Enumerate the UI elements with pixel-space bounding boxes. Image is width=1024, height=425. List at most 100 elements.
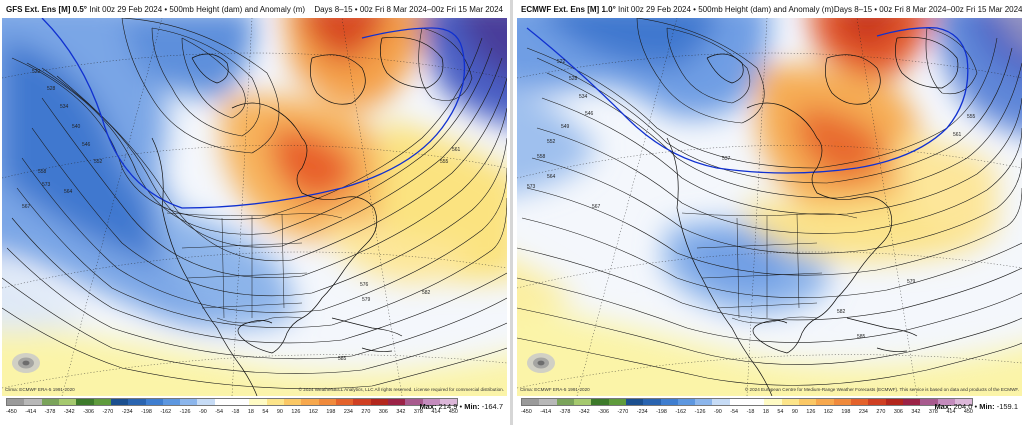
colorbar-tick-label: 414 xyxy=(946,409,956,415)
ecmwf-colorbar xyxy=(521,398,973,406)
gfs-credit-right: © 2024 WeatherBELL Analytics, LLC All ri… xyxy=(298,387,504,392)
ecmwf-min-value: -159.1 xyxy=(996,402,1018,411)
colorbar-tick-label: 54 xyxy=(262,409,269,415)
colorbar-tick-label: 414 xyxy=(431,409,441,415)
colorbar-tick-label: 342 xyxy=(911,409,921,415)
svg-text:582: 582 xyxy=(837,309,846,315)
colorbar-tick-label: -90 xyxy=(713,409,722,415)
colorbar-tick-label: 378 xyxy=(413,409,423,415)
colorbar-swatch xyxy=(422,399,440,405)
colorbar-swatch xyxy=(214,399,233,405)
colorbar-swatch xyxy=(439,399,458,405)
ecmwf-header: ECMWF Ext. Ens [M] 1.0° Init 00z 29 Feb … xyxy=(517,0,1022,18)
svg-text:546: 546 xyxy=(82,142,91,148)
svg-text:555: 555 xyxy=(440,159,449,165)
svg-text:567: 567 xyxy=(592,204,601,210)
colorbar-tick-label: 90 xyxy=(276,409,283,415)
gfs-title: GFS Ext. Ens [M] 0.5° xyxy=(6,4,87,14)
colorbar-swatch xyxy=(353,399,371,405)
colorbar-tick-label: -162 xyxy=(675,409,687,415)
colorbar-swatch xyxy=(197,399,215,405)
gfs-max-label: Max: xyxy=(419,402,437,411)
colorbar-swatch xyxy=(920,399,938,405)
colorbar-swatch xyxy=(93,399,111,405)
gfs-min-value: -164.7 xyxy=(481,402,503,411)
colorbar-tick-label: -234 xyxy=(121,409,133,415)
colorbar-swatch xyxy=(902,399,921,405)
colorbar-tick-label: 234 xyxy=(343,409,353,415)
colorbar-tick-label: 54 xyxy=(777,409,784,415)
ecmwf-title: ECMWF Ext. Ens [M] 1.0° xyxy=(521,4,616,14)
colorbar-tick-label: -198 xyxy=(656,409,667,415)
colorbar-tick-label: -90 xyxy=(198,409,207,415)
ecmwf-min-label: Min: xyxy=(979,402,995,411)
svg-text:561: 561 xyxy=(452,147,461,153)
gfs-colorbar xyxy=(6,398,458,406)
ecmwf-trough-contour xyxy=(526,27,969,174)
svg-text:564: 564 xyxy=(64,189,73,195)
colorbar-swatch xyxy=(747,399,765,405)
colorbar-swatch xyxy=(162,399,181,405)
colorbar-tick-label: 162 xyxy=(308,409,318,415)
ecmwf-credit-right: © 2024 European Centre for Medium-Range … xyxy=(744,387,1019,392)
colorbar-tick-label: 18 xyxy=(762,409,769,415)
colorbar-tick-label: 270 xyxy=(876,409,886,415)
colorbar-swatch xyxy=(128,399,146,405)
svg-text:558: 558 xyxy=(537,154,546,160)
svg-text:528: 528 xyxy=(47,86,56,92)
svg-text:546: 546 xyxy=(585,111,594,117)
colorbar-swatch xyxy=(868,399,886,405)
colorbar-swatch xyxy=(335,399,354,405)
ecmwf-coastlines xyxy=(666,36,959,396)
colorbar-swatch xyxy=(573,399,592,405)
colorbar-swatch xyxy=(608,399,626,405)
gfs-subtitle: Init 00z 29 Feb 2024 • 500mb Height (dam… xyxy=(89,4,306,14)
colorbar-swatch xyxy=(110,399,129,405)
ecmwf-contour-labels: 522 528 534 537 546 549 552 558 564 567 … xyxy=(527,59,976,340)
svg-text:585: 585 xyxy=(338,356,347,362)
colorbar-tick-label: -414 xyxy=(540,409,552,415)
colorbar-tick-label: -306 xyxy=(598,409,609,415)
svg-text:579: 579 xyxy=(907,279,916,285)
colorbar-swatch xyxy=(370,399,388,405)
panel-separator xyxy=(510,0,513,425)
colorbar-swatch xyxy=(284,399,302,405)
colorbar-swatch xyxy=(301,399,319,405)
colorbar-swatch xyxy=(405,399,423,405)
colorbar-swatch xyxy=(7,399,25,405)
colorbar-swatch xyxy=(232,399,250,405)
ecmwf-height-contours xyxy=(517,18,1022,386)
ecmwf-valid-time: Days 8–15 • 00z Fri 8 Mar 2024–00z Fri 1… xyxy=(833,4,1022,14)
colorbar-swatch xyxy=(937,399,955,405)
svg-text:534: 534 xyxy=(579,94,588,100)
colorbar-tick-label: 450 xyxy=(963,409,973,415)
svg-text:582: 582 xyxy=(422,290,431,296)
weatherbell-logo-icon xyxy=(8,350,44,380)
colorbar-tick-label: -126 xyxy=(179,409,191,415)
colorbar-tick-label: -378 xyxy=(44,409,56,415)
colorbar-tick-label: -450 xyxy=(6,409,17,415)
colorbar-tick-label: 342 xyxy=(396,409,406,415)
colorbar-tick-label: -162 xyxy=(160,409,172,415)
gfs-max-value: 214.9 xyxy=(438,402,458,411)
svg-text:561: 561 xyxy=(953,132,962,138)
colorbar-tick-label: -54 xyxy=(215,409,224,415)
svg-text:549: 549 xyxy=(561,124,570,130)
colorbar-tick-label: 198 xyxy=(326,409,336,415)
colorbar-swatch xyxy=(591,399,609,405)
colorbar-tick-label: -378 xyxy=(559,409,571,415)
colorbar-tick-label: 18 xyxy=(247,409,254,415)
ecmwf-panel: ECMWF Ext. Ens [M] 1.0° Init 00z 29 Feb … xyxy=(517,0,1022,425)
colorbar-tick-label: 378 xyxy=(928,409,938,415)
svg-text:528: 528 xyxy=(569,76,578,82)
colorbar-swatch xyxy=(539,399,557,405)
svg-text:534: 534 xyxy=(60,104,69,110)
colorbar-swatch xyxy=(76,399,94,405)
colorbar-tick-label: 198 xyxy=(841,409,851,415)
colorbar-tick-label: 306 xyxy=(893,409,903,415)
ecmwf-maxmin: Max: 204.0 • Min: -159.1 xyxy=(934,402,1018,411)
ecmwf-colorbar-ticks: -450 -414 -378 -342 -306 -270 -234 -198 -162 -126… xyxy=(521,409,973,415)
gfs-trough-contour xyxy=(41,18,466,209)
svg-text:567: 567 xyxy=(22,204,31,210)
gfs-valid-time: Days 8–15 • 00z Fri 8 Mar 2024–00z Fri 1… xyxy=(314,4,503,14)
